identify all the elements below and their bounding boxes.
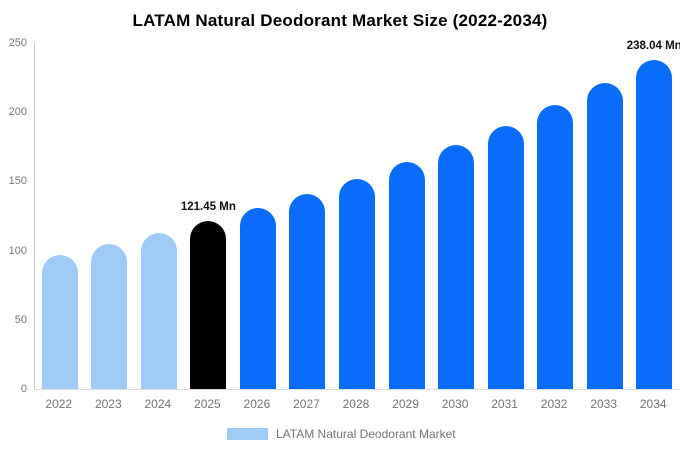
- y-axis-ticks: 0 50 100 150 200 250: [0, 37, 27, 395]
- x-axis-label-2031: 2031: [491, 397, 518, 411]
- bar-2023[interactable]: [91, 244, 128, 389]
- y-tick-label: 200: [8, 106, 27, 119]
- y-tick-label: 50: [14, 313, 27, 326]
- bar-2027[interactable]: [289, 193, 326, 389]
- bar-2031[interactable]: [487, 125, 524, 389]
- x-axis-label-2026: 2026: [243, 397, 271, 411]
- x-axis-label-2025: 2025: [194, 397, 221, 411]
- bar-2033[interactable]: [586, 83, 623, 389]
- legend[interactable]: LATAM Natural Deodorant Market: [227, 427, 456, 441]
- bar-2034[interactable]: [636, 59, 673, 389]
- y-tick-label: 100: [8, 244, 27, 257]
- x-axis-label-2028: 2028: [342, 397, 370, 411]
- plot-area: 121.45 Mn 238.04 Mn: [34, 39, 680, 390]
- legend-swatch: [227, 428, 268, 440]
- x-axis-label-2024: 2024: [144, 397, 172, 411]
- y-tick-label: 0: [20, 383, 27, 395]
- bar-2032[interactable]: [537, 105, 574, 389]
- bar-2024[interactable]: [140, 233, 177, 389]
- bar-2028[interactable]: [339, 178, 375, 389]
- y-tick-label: 250: [8, 37, 27, 49]
- y-tick-label: 150: [8, 175, 27, 188]
- x-axis-label-2033: 2033: [590, 397, 618, 411]
- chart-title: LATAM Natural Deodorant Market Size (202…: [132, 11, 548, 30]
- bar-2026[interactable]: [239, 207, 276, 389]
- x-axis-label-2029: 2029: [392, 397, 419, 411]
- x-axis-label-2032: 2032: [540, 397, 568, 411]
- bar-2022[interactable]: [41, 254, 78, 389]
- legend-label: LATAM Natural Deodorant Market: [276, 427, 456, 441]
- x-axis-labels: 2022 2023 2024 2025 2026 2027 2028 2029 2030 2031…: [34, 396, 678, 412]
- x-axis-label-2022: 2022: [45, 397, 73, 411]
- value-label-2025: 121.45 Mn: [180, 200, 236, 213]
- x-axis-label-2034: 2034: [639, 397, 667, 411]
- bar-2030[interactable]: [438, 144, 475, 389]
- x-axis-label-2030: 2030: [441, 397, 469, 411]
- x-axis-label-2023: 2023: [94, 397, 122, 411]
- bar-2025[interactable]: [190, 220, 227, 389]
- x-axis-label-2027: 2027: [293, 397, 320, 411]
- value-label-2034: 238.04 Mn: [626, 39, 680, 52]
- bar-2029[interactable]: [388, 162, 425, 389]
